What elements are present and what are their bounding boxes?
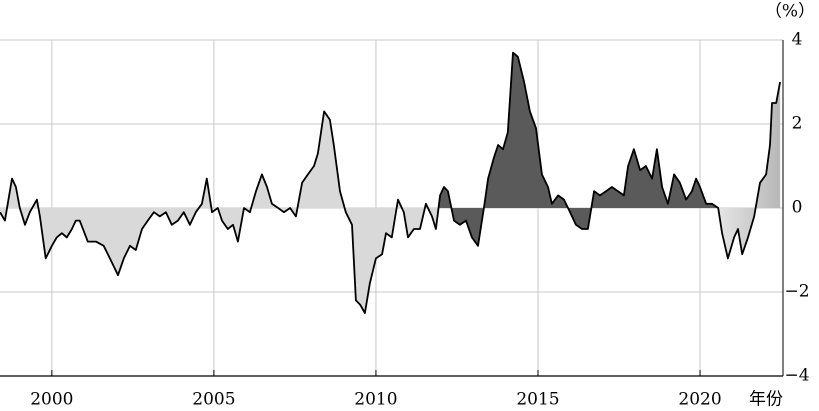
x-axis-label: 年份 bbox=[749, 390, 783, 410]
y-tick-label: −2 bbox=[784, 282, 809, 302]
area-highlight bbox=[437, 52, 719, 246]
area-end bbox=[718, 82, 781, 259]
x-tick-label: 2005 bbox=[192, 390, 235, 410]
x-tick-label: 2010 bbox=[354, 390, 397, 410]
y-unit-label: （%） bbox=[765, 2, 815, 22]
x-tick-label: 2000 bbox=[30, 390, 73, 410]
y-tick-label: 2 bbox=[792, 114, 803, 134]
line bbox=[0, 51, 781, 314]
x-tick-label: 2020 bbox=[678, 390, 721, 410]
y-tick-label: 4 bbox=[792, 30, 803, 50]
x-tick-label: 2015 bbox=[516, 390, 559, 410]
y-tick-label: 0 bbox=[792, 198, 803, 218]
y-tick-label: −4 bbox=[784, 366, 809, 386]
